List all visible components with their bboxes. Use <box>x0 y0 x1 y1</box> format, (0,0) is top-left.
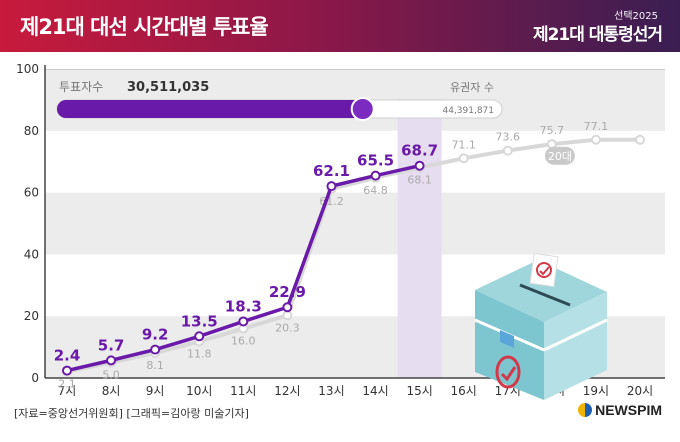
eligible-label: 유권자 수 <box>450 81 494 94</box>
previous-point <box>590 134 601 145</box>
series-tag <box>544 146 575 165</box>
previous-value-label: 64.8 <box>363 184 388 197</box>
current-value-label: 13.5 <box>181 312 218 330</box>
current-point <box>282 302 293 313</box>
progress-fill <box>57 100 363 118</box>
current-point <box>414 160 425 171</box>
current-point <box>326 181 337 192</box>
series-current: 2.4 5.7 9.2 13.5 18.3 22.9 62.1 65.5 68.7 <box>54 142 438 376</box>
turnout-chart: 0 20 40 60 80 100 7시 8시 9시 10시 11시 12시 13시 14시 15시 16시… <box>16 62 665 400</box>
previous-point <box>502 145 513 156</box>
x-tick-label: 16시 <box>451 384 477 398</box>
highlight-column <box>397 99 442 378</box>
x-tick-label: 10시 <box>186 384 212 398</box>
y-tick-label: 80 <box>24 124 39 138</box>
x-tick-label: 8시 <box>102 384 121 398</box>
x-axis: 7시8시9시10시11시12시13시14시15시16시17시18시19시20시 <box>45 377 665 398</box>
top-gridline <box>45 69 665 70</box>
y-tick-label: 20 <box>24 309 39 323</box>
previous-point <box>282 310 293 321</box>
x-tick-label: 19시 <box>583 384 609 398</box>
y-tick-label: 60 <box>24 186 39 200</box>
brand-tagline: 선택2025 <box>614 11 658 22</box>
y-axis: 0 20 40 60 80 100 <box>16 62 46 385</box>
x-tick-label: 20시 <box>627 384 653 398</box>
current-value-label: 9.2 <box>142 326 169 344</box>
previous-value-label: 20.3 <box>275 321 300 334</box>
previous-value-label: 11.8 <box>187 348 212 361</box>
current-point <box>238 316 249 327</box>
x-tick-label: 9시 <box>146 384 165 398</box>
x-tick-label: 7시 <box>58 384 77 398</box>
current-value-label: 62.1 <box>313 162 350 180</box>
current-point <box>62 365 72 376</box>
x-tick-label: 14시 <box>362 384 388 398</box>
current-value-label: 2.4 <box>54 347 81 365</box>
series-previous: 2.15.08.111.816.020.361.264.868.171.173.… <box>58 120 645 391</box>
previous-line <box>66 137 640 374</box>
previous-value-label: 73.6 <box>496 131 521 144</box>
previous-value-label: 77.1 <box>584 120 609 133</box>
voters-value: 30,511,035 <box>127 80 209 95</box>
progress-bar: 투표자수 30,511,035 유권자 수 44,391,871 <box>56 80 503 121</box>
brand-name: 제21대 대통령선거 <box>532 25 663 45</box>
current-point <box>194 331 205 342</box>
x-tick-label: 13시 <box>318 384 344 398</box>
header-banner: 제21대 대선 시간대별 투표율 선택2025 제21대 대통령선거 <box>0 0 680 52</box>
ballot-box-illustration <box>474 252 608 400</box>
x-tick-label: 12시 <box>274 384 300 398</box>
current-point <box>150 344 161 355</box>
previous-value-label: 71.1 <box>451 138 476 151</box>
y-tick-label: 100 <box>16 62 39 76</box>
x-tick-label: 11시 <box>230 384 256 398</box>
grid-band <box>45 192 665 255</box>
current-value-label: 22.9 <box>269 283 306 301</box>
logo-text: NEWSPIM <box>595 402 662 418</box>
voters-label: 투표자수 <box>59 80 103 94</box>
current-value-label: 5.7 <box>98 336 125 354</box>
previous-value-label: 75.7 <box>540 124 565 137</box>
previous-value-label: 2.1 <box>58 378 76 391</box>
previous-value-label: 16.0 <box>231 335 256 348</box>
previous-point <box>458 153 469 164</box>
source-credit: [자료=중앙선거위원회] [그래픽=김아랑 미술기자] <box>14 407 249 420</box>
y-tick-label: 40 <box>24 247 39 261</box>
current-value-label: 18.3 <box>225 297 262 315</box>
previous-value-label: 5.0 <box>102 369 120 382</box>
current-point <box>370 170 381 181</box>
y-tick-label: 0 <box>31 371 39 385</box>
logo-icon <box>578 403 593 417</box>
current-value-label: 68.7 <box>401 142 438 160</box>
current-point <box>106 355 117 366</box>
series-tag-label: 20대 <box>548 150 572 163</box>
previous-point <box>635 134 645 145</box>
progress-knob <box>350 97 375 121</box>
newspim-logo: NEWSPIM <box>578 402 662 418</box>
previous-value-label: 8.1 <box>146 359 164 372</box>
page-title: 제21대 대선 시간대별 투표율 <box>20 15 269 39</box>
x-tick-label: 15시 <box>406 384 432 398</box>
eligible-value: 44,391,871 <box>442 106 494 116</box>
previous-value-label: 68.1 <box>407 174 432 187</box>
current-value-label: 65.5 <box>357 152 394 170</box>
